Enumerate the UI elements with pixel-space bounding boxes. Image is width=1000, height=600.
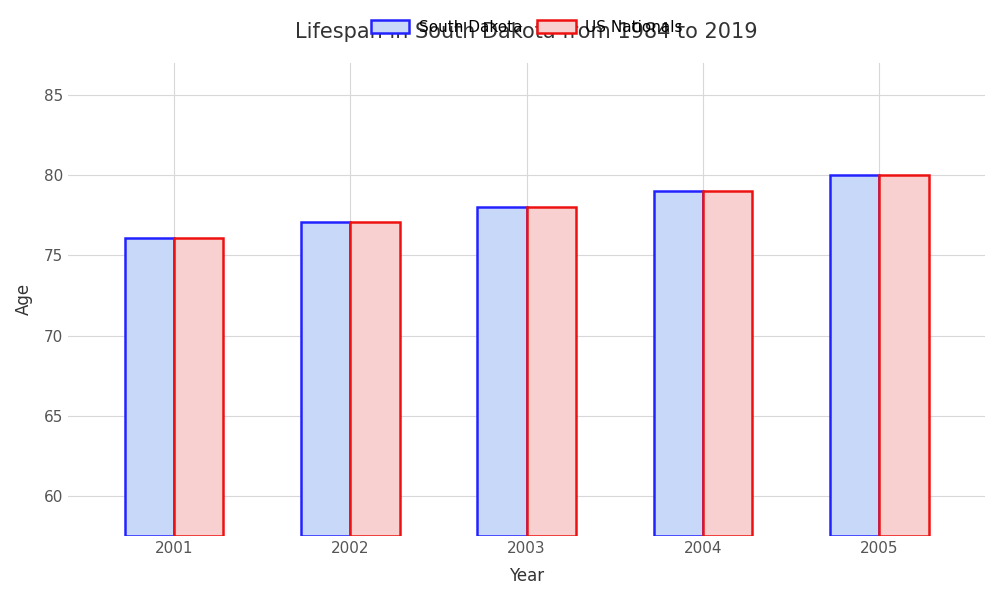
Bar xyxy=(301,221,350,536)
Bar xyxy=(830,175,879,536)
Bar xyxy=(879,175,929,536)
Bar xyxy=(703,191,752,536)
Y-axis label: Age: Age xyxy=(15,283,33,316)
Legend: South Dakota, US Nationals: South Dakota, US Nationals xyxy=(365,14,688,41)
Bar xyxy=(174,238,223,536)
Bar xyxy=(125,238,174,536)
Title: Lifespan in South Dakota from 1984 to 2019: Lifespan in South Dakota from 1984 to 20… xyxy=(295,22,758,42)
X-axis label: Year: Year xyxy=(509,567,544,585)
Bar xyxy=(527,207,576,536)
Bar xyxy=(654,191,703,536)
Bar xyxy=(477,207,527,536)
Bar xyxy=(350,221,400,536)
